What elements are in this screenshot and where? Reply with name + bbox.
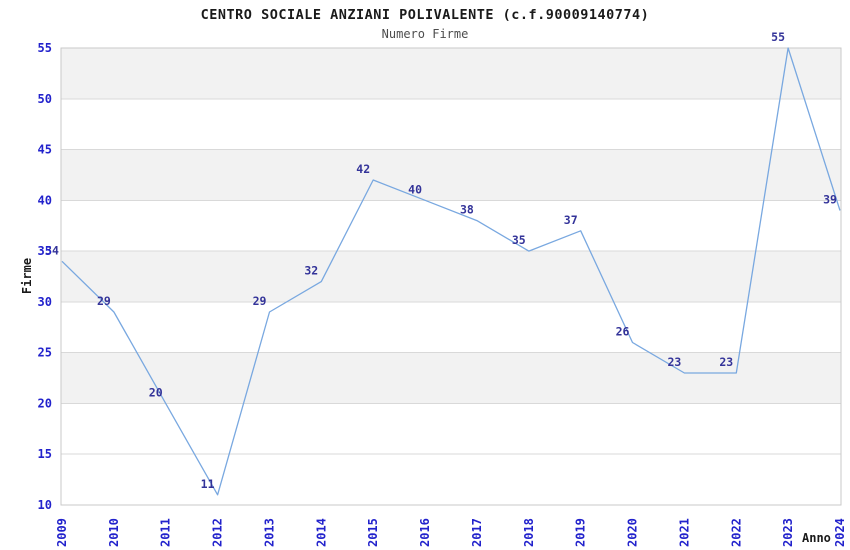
x-tick-label: 2022	[729, 518, 743, 547]
x-tick-label: 2023	[781, 518, 795, 547]
plot-border	[60, 47, 842, 506]
x-tick-label: 2017	[470, 518, 484, 547]
data-point-label: 40	[408, 182, 422, 196]
grid-band	[61, 251, 841, 302]
data-point-label: 39	[823, 193, 837, 207]
data-point-label: 42	[356, 162, 370, 176]
y-tick-label: 40	[38, 193, 52, 207]
data-point-label: 34	[45, 243, 59, 257]
y-tick-label: 30	[38, 295, 52, 309]
y-tick-label: 55	[38, 41, 52, 55]
y-tick-label: 45	[38, 143, 52, 157]
x-tick-label: 2009	[55, 518, 69, 547]
x-tick-label: 2010	[107, 518, 121, 547]
x-tick-label: 2015	[366, 518, 380, 547]
grid-band	[61, 149, 841, 201]
data-point-label: 23	[719, 355, 733, 369]
chart-title: CENTRO SOCIALE ANZIANI POLIVALENTE (c.f.…	[200, 7, 650, 23]
x-tick-label: 2011	[159, 518, 173, 547]
data-point-label: 29	[97, 294, 111, 308]
x-tick-label: 2012	[211, 518, 225, 547]
x-tick-label: 2013	[262, 518, 276, 547]
x-tick-label: 2019	[574, 518, 588, 547]
grid-band	[61, 352, 841, 404]
data-point-label: 37	[564, 213, 578, 227]
data-point-label: 11	[201, 477, 215, 491]
x-tick-label: 2021	[677, 518, 691, 547]
y-tick-label: 10	[38, 498, 52, 512]
x-tick-label: 2018	[522, 518, 536, 547]
y-tick-label: 20	[38, 396, 52, 410]
y-tick-label: 15	[38, 447, 52, 461]
x-tick-label: 2024	[833, 518, 847, 547]
chart-line	[61, 47, 841, 496]
data-point-label: 23	[667, 355, 681, 369]
data-point-label: 35	[512, 233, 526, 247]
y-tick-label: 35	[38, 244, 52, 258]
y-tick-label: 25	[38, 346, 52, 360]
x-axis-title: Anno	[802, 531, 831, 545]
y-tick-label: 50	[38, 92, 52, 106]
data-point-label: 29	[253, 294, 267, 308]
data-point-label: 38	[460, 203, 474, 217]
data-point-label: 20	[149, 385, 163, 399]
data-point-label: 32	[304, 264, 318, 278]
x-tick-label: 2020	[626, 518, 640, 547]
grid-band	[61, 48, 841, 99]
data-point-label: 26	[616, 325, 630, 339]
x-tick-label: 2016	[418, 518, 432, 547]
data-point-label: 55	[771, 30, 785, 44]
y-axis-title: Firme	[20, 257, 34, 295]
x-tick-label: 2014	[314, 518, 328, 547]
chart-subtitle: Numero Firme	[381, 27, 469, 41]
